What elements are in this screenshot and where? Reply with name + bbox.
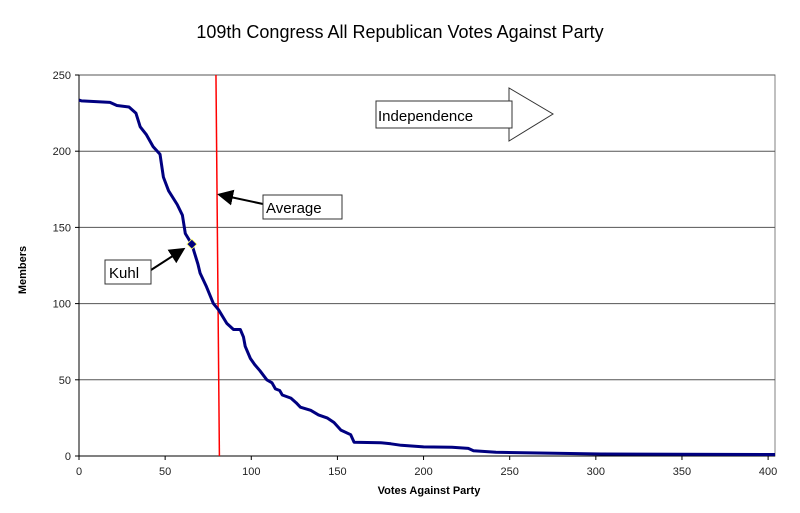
kuhl-label: Kuhl — [109, 265, 139, 282]
average-annotation: Average — [217, 189, 343, 220]
series-line — [78, 98, 776, 456]
x-tick-label: 200 — [414, 466, 432, 478]
independence-label: Independence — [378, 108, 473, 125]
y-tick-label: 50 — [59, 375, 71, 387]
x-tick-label: 100 — [242, 466, 260, 478]
plot-area — [78, 74, 776, 457]
x-tick-label: 0 — [76, 466, 82, 478]
grid — [78, 74, 776, 457]
y-tick-label: 0 — [65, 451, 71, 463]
kuhl-annotation: Kuhl — [104, 247, 186, 285]
x-tick-label: 400 — [759, 466, 777, 478]
y-tick-label: 250 — [53, 70, 71, 82]
y-axis-label: Members — [17, 246, 29, 294]
chart-title: 109th Congress All Republican Votes Agai… — [196, 22, 603, 42]
kuhl-pointer-arrow — [150, 247, 186, 271]
x-tick-label: 350 — [673, 466, 691, 478]
kuhl-box — [104, 259, 152, 285]
ticks: 0 50 100 150 200 250 0 50 100 150 200 250 300 350 400 — [53, 70, 778, 478]
independence-annotation: Independence — [375, 87, 554, 142]
x-tick-label: 250 — [501, 466, 519, 478]
kuhl-marker — [186, 238, 198, 250]
x-tick-label: 150 — [328, 466, 346, 478]
independence-box — [375, 100, 513, 129]
average-label: Average — [266, 200, 322, 217]
x-axis-label: Votes Against Party — [378, 485, 482, 497]
y-tick-label: 100 — [53, 299, 71, 311]
average-line — [215, 74, 221, 457]
x-tick-label: 50 — [159, 466, 171, 478]
y-tick-label: 200 — [53, 146, 71, 158]
x-tick-label: 300 — [587, 466, 605, 478]
average-pointer-arrow — [217, 189, 264, 206]
y-tick-label: 150 — [53, 222, 71, 234]
average-box — [262, 194, 343, 220]
